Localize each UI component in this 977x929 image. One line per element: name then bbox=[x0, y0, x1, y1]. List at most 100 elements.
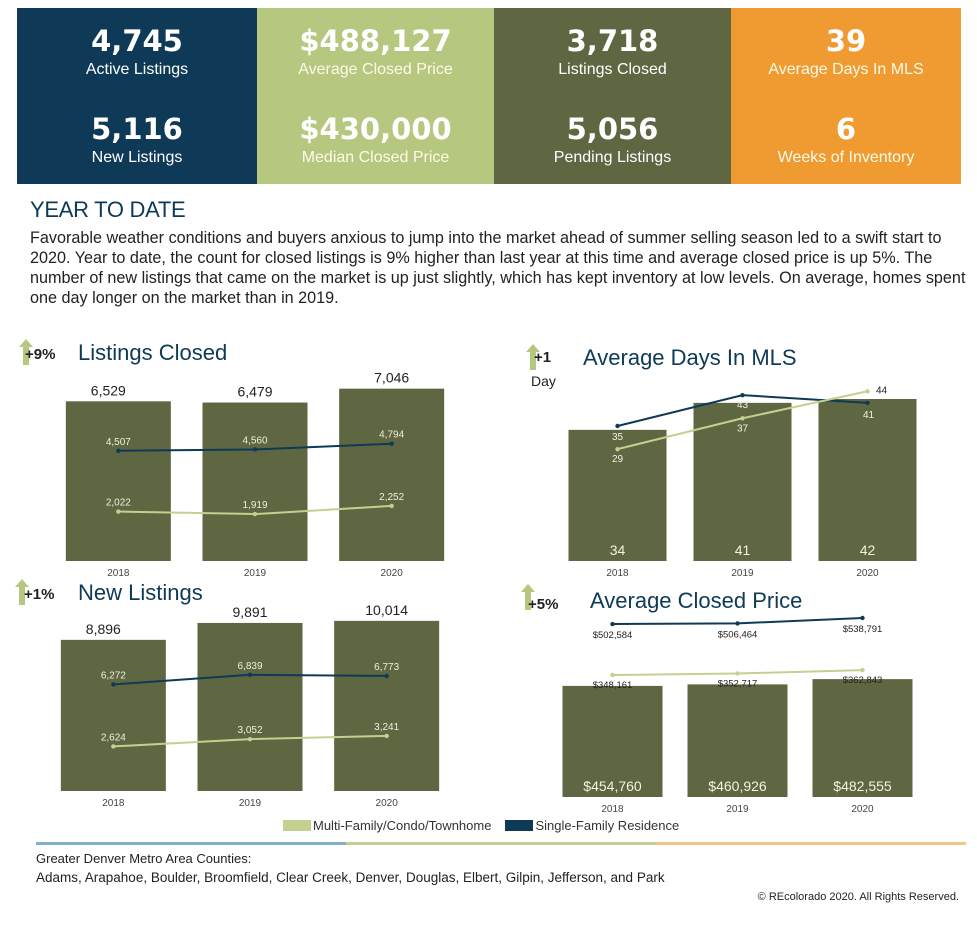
stat-new-listings: 5,116 New Listings bbox=[17, 96, 257, 184]
change-badge-unit: Day bbox=[531, 373, 556, 389]
axis-tick-label: 2018 bbox=[606, 568, 629, 579]
percent-change-badge: +1% bbox=[24, 586, 55, 603]
axis-tick-label: 2020 bbox=[376, 798, 399, 809]
footer-divider bbox=[36, 842, 966, 845]
series-point bbox=[865, 389, 870, 394]
series-point bbox=[615, 446, 620, 452]
chart-svg: $454,760 $460,926 $482,555 2018 2019 2020 $502… bbox=[562, 615, 913, 815]
percent-change-badge: +5% bbox=[528, 596, 559, 613]
series-point bbox=[615, 423, 620, 429]
series-point bbox=[610, 621, 615, 627]
series-point bbox=[865, 400, 870, 406]
series-point bbox=[860, 615, 865, 621]
stat-label: Average Closed Price bbox=[298, 61, 453, 78]
legend-swatch-multi-family bbox=[283, 820, 311, 831]
series-value-label: 6,272 bbox=[101, 670, 126, 681]
stat-value: 5,056 bbox=[566, 112, 659, 146]
stat-label: Active Listings bbox=[85, 61, 189, 78]
stat-value: 6 bbox=[835, 112, 857, 146]
legend-swatch-single-family bbox=[505, 820, 534, 831]
series-point bbox=[740, 416, 745, 421]
stat-average-closed-price: $488,127 Average Closed Price bbox=[257, 8, 494, 96]
stat-listings-closed: 3,718 Listings Closed bbox=[494, 8, 731, 96]
series-value-label: 37 bbox=[737, 423, 749, 434]
stat-value: 5,116 bbox=[91, 112, 183, 146]
stat-label: Pending Listings bbox=[553, 149, 672, 166]
series-point bbox=[247, 672, 253, 678]
series-value-label: 3,241 bbox=[374, 722, 399, 733]
legend-label-single-family: Single-Family Residence bbox=[535, 818, 680, 833]
stat-median-closed-price: $430,000 Median Closed Price bbox=[257, 96, 494, 184]
stat-label: Average Days In MLS bbox=[768, 61, 924, 78]
series-value-label: 4,794 bbox=[379, 430, 404, 441]
copyright: © REcolorado 2020. All Rights Reserved. bbox=[757, 891, 959, 903]
series-point bbox=[247, 736, 253, 742]
stat-value: $430,000 bbox=[299, 112, 452, 146]
axis-tick-label: 2020 bbox=[381, 568, 404, 579]
chart-title: Average Days In MLS bbox=[583, 345, 797, 370]
ytd-paragraph: Favorable weather conditions and buyers … bbox=[30, 229, 966, 307]
series-value-label: 6,773 bbox=[374, 662, 399, 673]
series-value-label: 3,052 bbox=[237, 725, 262, 736]
chart-title: Listings Closed bbox=[78, 340, 228, 365]
new-listings-chart: 8,896 9,891 10,014 2018 2019 2020 6,272 6,839 6,… bbox=[45, 600, 455, 815]
series-point bbox=[252, 447, 258, 452]
series-value-label: $502,584 bbox=[593, 630, 633, 641]
bar-value-label: $460,926 bbox=[708, 778, 767, 794]
bar-value-label: 6,479 bbox=[237, 384, 272, 400]
series-value-label: 1,919 bbox=[242, 500, 267, 511]
axis-tick-label: 2019 bbox=[239, 798, 262, 809]
series-value-label: $538,791 bbox=[843, 624, 883, 635]
series-value-label: $348,161 bbox=[593, 680, 633, 691]
axis-tick-label: 2018 bbox=[107, 568, 130, 579]
series-value-label: 35 bbox=[612, 432, 624, 443]
stat-pending-listings: 5,056 Pending Listings bbox=[494, 96, 731, 184]
stat-active-listings: 4,745 Active Listings bbox=[17, 8, 257, 96]
series-value-label: 2,252 bbox=[379, 492, 404, 503]
series-value-label: 6,839 bbox=[237, 661, 262, 672]
bar-value-label: 42 bbox=[860, 542, 876, 558]
series-point bbox=[735, 671, 740, 676]
bar bbox=[60, 639, 166, 791]
series-point bbox=[116, 509, 121, 514]
series-point bbox=[860, 667, 865, 673]
stat-value: 3,718 bbox=[566, 24, 659, 58]
bar bbox=[568, 429, 667, 561]
up-arrow-icon bbox=[521, 584, 535, 610]
bar bbox=[812, 679, 913, 797]
up-arrow-icon bbox=[15, 579, 29, 605]
stat-average-days-in-mls: 39 Average Days In MLS bbox=[731, 8, 961, 96]
average-closed-price-chart: $454,760 $460,926 $482,555 2018 2019 2020 $502… bbox=[550, 610, 925, 825]
legend-label-multi-family: Multi-Family/Condo/Townhome bbox=[313, 818, 492, 833]
series-value-label: 2,022 bbox=[106, 498, 131, 509]
series-value-label: 44 bbox=[876, 385, 888, 396]
up-arrow-icon bbox=[19, 339, 33, 365]
chart-svg: 6,529 6,479 7,046 2018 2019 2020 4,507 4,560 4,7… bbox=[65, 370, 445, 579]
axis-tick-label: 2020 bbox=[851, 804, 874, 815]
series-value-label: 41 bbox=[863, 410, 875, 421]
series-value-label: 4,507 bbox=[106, 437, 131, 448]
bar-value-label: 34 bbox=[610, 542, 626, 558]
axis-tick-label: 2018 bbox=[102, 798, 125, 809]
stat-value: $488,127 bbox=[299, 24, 452, 58]
series-value-label: 29 bbox=[612, 454, 624, 465]
series-point bbox=[384, 673, 389, 679]
series-value-label: $506,464 bbox=[718, 629, 758, 640]
stat-label: Listings Closed bbox=[558, 61, 667, 78]
axis-tick-label: 2019 bbox=[726, 804, 749, 815]
stat-value: 4,745 bbox=[91, 24, 183, 58]
axis-tick-label: 2019 bbox=[244, 568, 267, 579]
series-value-label: $362,843 bbox=[843, 675, 883, 686]
series-point bbox=[389, 503, 394, 509]
bar-value-label: $454,760 bbox=[583, 778, 642, 794]
series-point bbox=[116, 448, 121, 453]
chart-svg: 34 41 42 2018 2019 2020 35 43 41 29 37 44 bbox=[568, 385, 917, 579]
axis-tick-label: 2019 bbox=[731, 568, 754, 579]
series-point bbox=[111, 744, 116, 749]
series-point bbox=[384, 733, 389, 739]
series-value-label: $352,717 bbox=[718, 678, 758, 689]
average-days-in-mls-chart: 34 41 42 2018 2019 2020 35 43 41 29 37 44 bbox=[555, 360, 930, 580]
listings-closed-chart: 6,529 6,479 7,046 2018 2019 2020 4,507 4,560 4,7… bbox=[50, 360, 460, 579]
series-point bbox=[252, 511, 258, 517]
series-point bbox=[735, 621, 740, 626]
